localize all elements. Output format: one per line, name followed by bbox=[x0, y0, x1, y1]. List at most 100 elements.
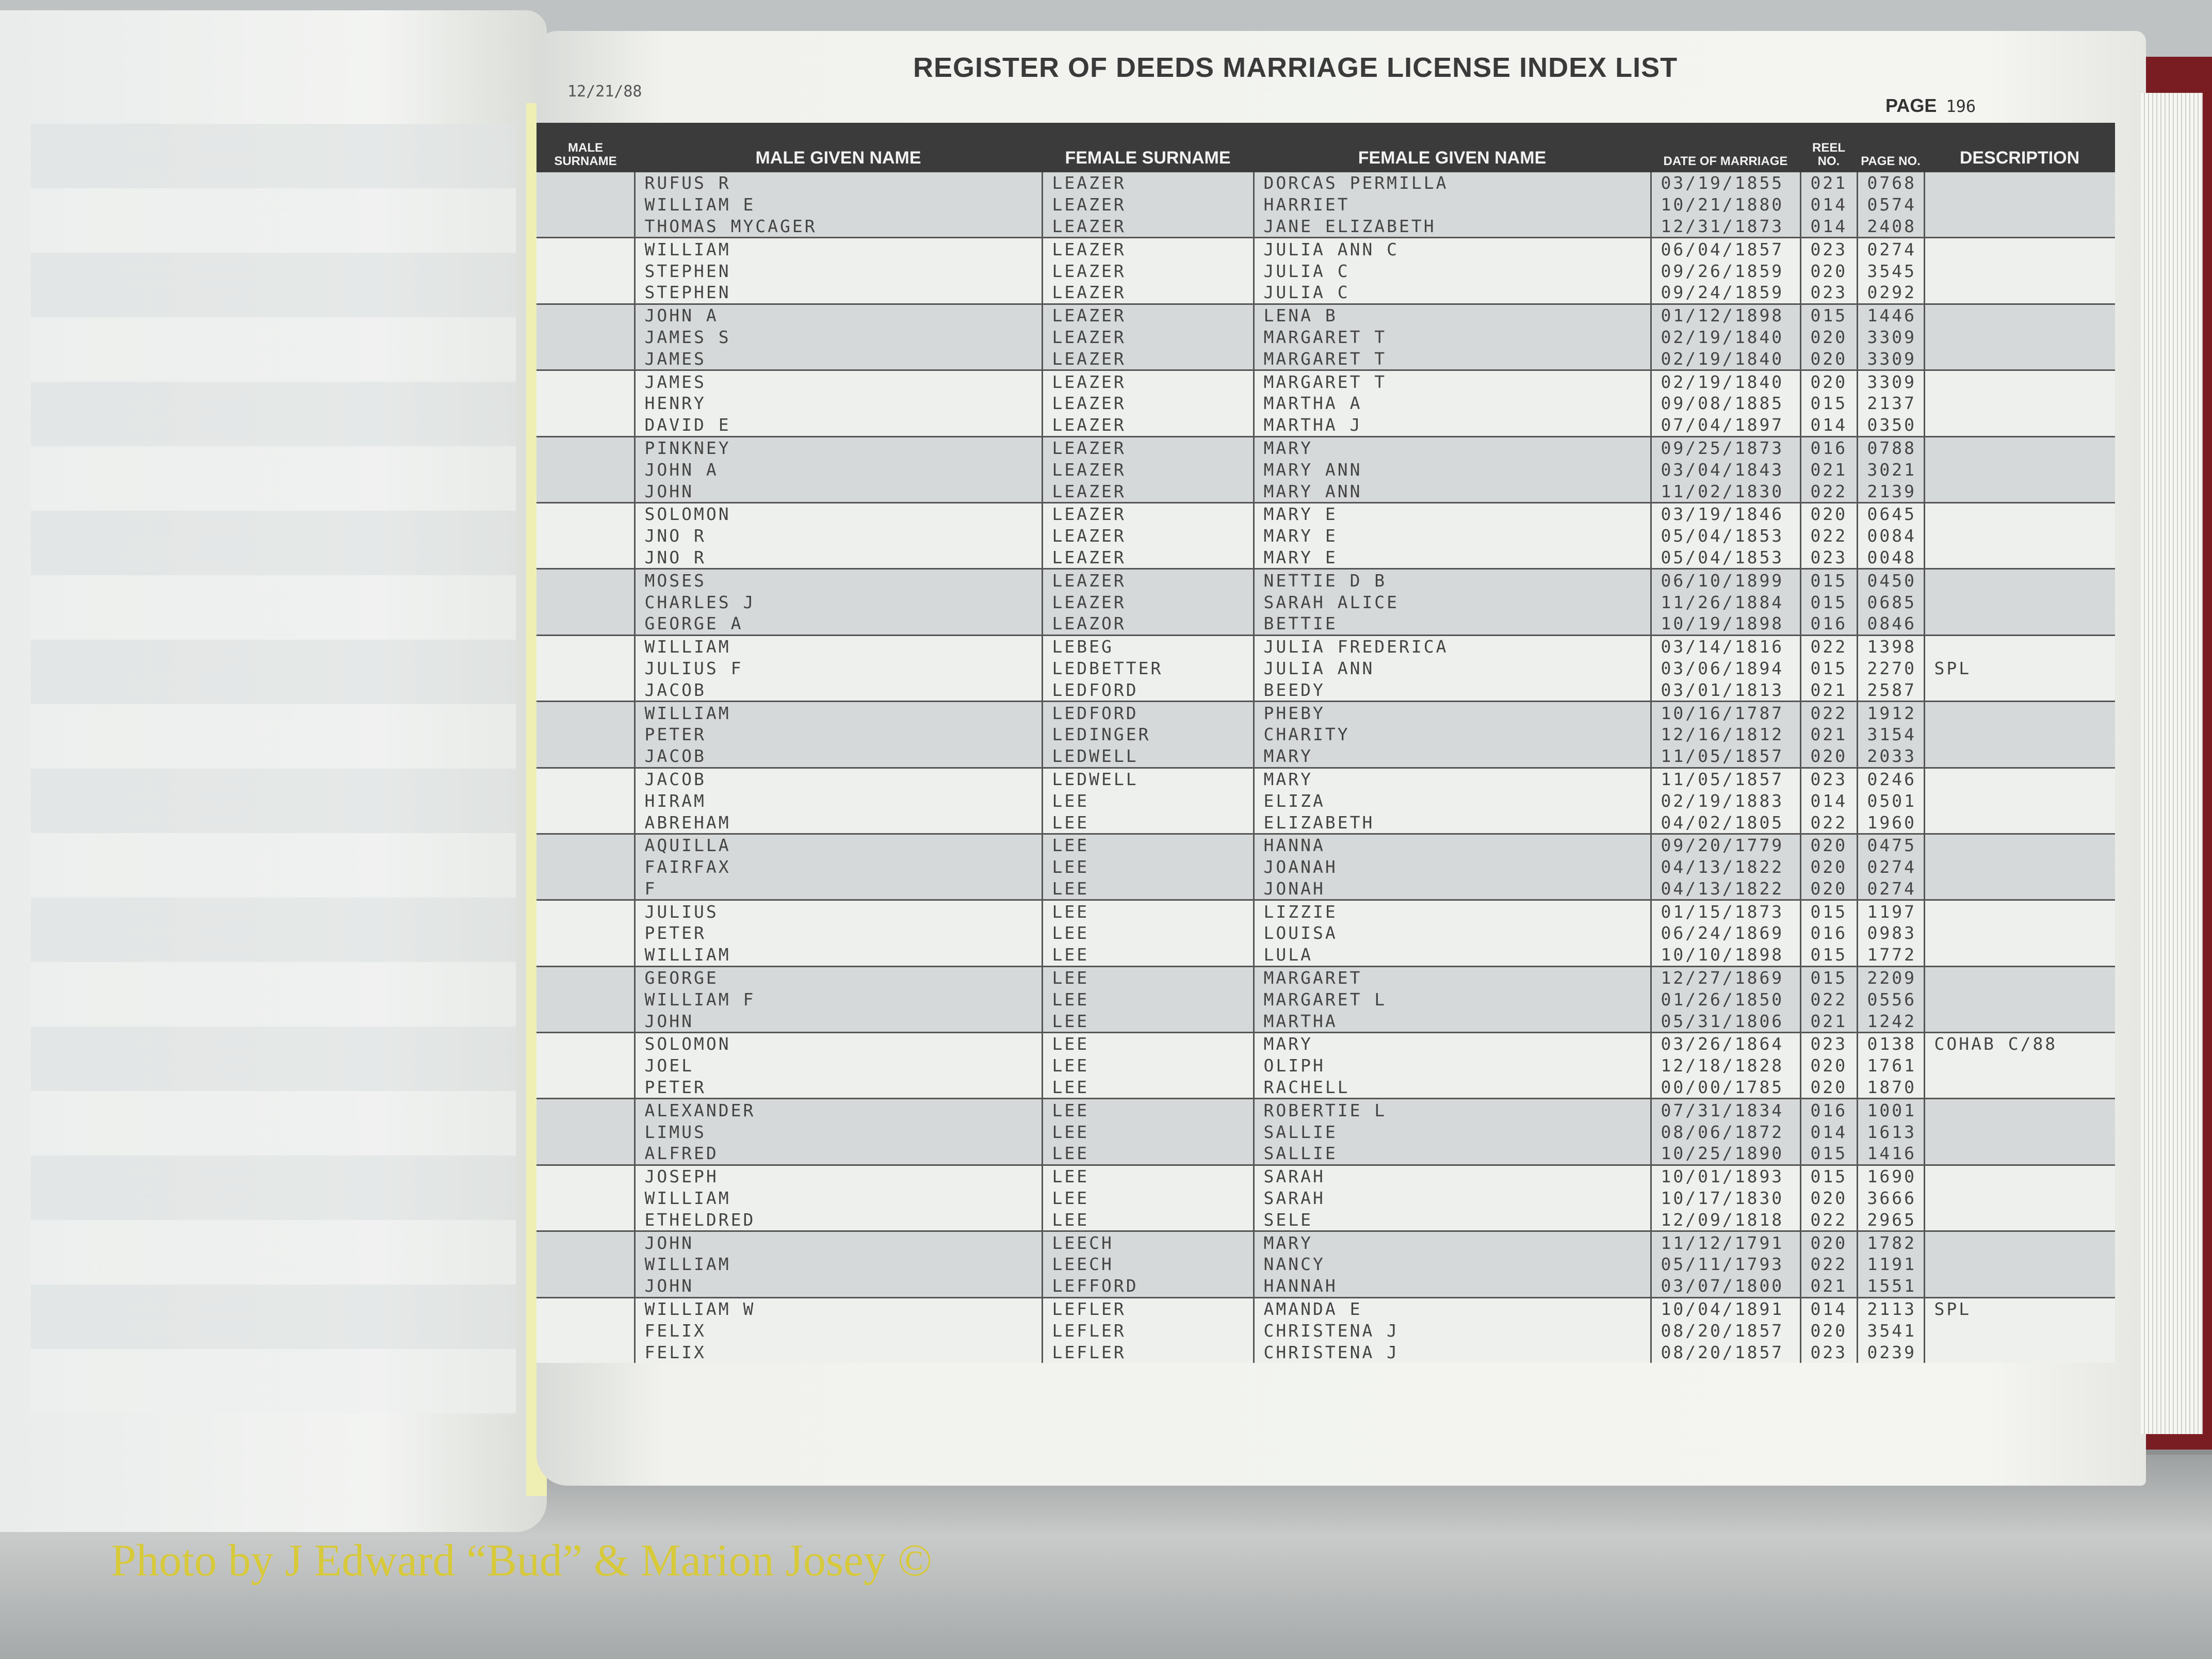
cell-date-of-marriage: 06/04/1857 bbox=[1650, 237, 1800, 261]
table-row: WILLIAM LEECH NANCY 05/11/1793 022 1191 bbox=[536, 1254, 2115, 1275]
table-row: THOMAS MYCAGER LEAZER JANE ELIZABETH 12/31/… bbox=[536, 215, 2115, 238]
cell-male-surname bbox=[536, 546, 635, 569]
cell-page-no: 0501 bbox=[1856, 790, 1924, 812]
cell-description bbox=[1923, 172, 2115, 194]
cell-female-given-name: MARTHA J bbox=[1253, 414, 1651, 437]
cell-male-surname bbox=[536, 1143, 635, 1165]
cell-female-given-name: BEEDY bbox=[1253, 679, 1651, 702]
cell-female-surname: LEAZER bbox=[1041, 303, 1254, 327]
cell-page-no: 0274 bbox=[1856, 237, 1924, 261]
cell-male-given-name: JOHN bbox=[633, 480, 1042, 503]
cell-date-of-marriage: 11/02/1830 bbox=[1650, 480, 1800, 503]
cell-female-given-name: MARTHA A bbox=[1253, 392, 1651, 414]
cell-page-no: 1782 bbox=[1856, 1230, 1924, 1254]
column-header-date-of-marriage: DATE OF MARRIAGE bbox=[1651, 123, 1800, 172]
cell-female-given-name: SALLIE bbox=[1253, 1121, 1651, 1143]
cell-female-given-name: JULIA FREDERICA bbox=[1253, 634, 1651, 658]
cell-date-of-marriage: 10/25/1890 bbox=[1650, 1143, 1800, 1165]
cell-description bbox=[1923, 988, 2115, 1011]
table-row: JOSEPH LEE SARAH 10/01/1893 015 1690 bbox=[536, 1164, 2115, 1188]
marriage-index-table: MALE SURNAME MALE GIVEN NAME FEMALE SURNAM… bbox=[536, 123, 2115, 1363]
cell-female-surname: LEDBETTER bbox=[1041, 657, 1254, 679]
cell-female-given-name: MARY E bbox=[1253, 546, 1651, 569]
cell-reel-no: 020 bbox=[1799, 745, 1857, 768]
cell-male-surname bbox=[536, 459, 635, 481]
cell-reel-no: 023 bbox=[1799, 767, 1857, 790]
cell-female-given-name: HANNAH bbox=[1253, 1275, 1651, 1298]
cell-date-of-marriage: 03/26/1864 bbox=[1650, 1032, 1800, 1055]
cell-reel-no: 020 bbox=[1799, 1054, 1857, 1077]
cell-male-surname bbox=[536, 767, 635, 790]
cell-page-no: 2587 bbox=[1856, 679, 1924, 702]
cell-description bbox=[1923, 303, 2115, 327]
cell-reel-no: 015 bbox=[1799, 591, 1857, 613]
cell-page-no: 0048 bbox=[1856, 546, 1924, 569]
table-row: WILLIAM LEBEG JULIA FREDERICA 03/14/1816 022… bbox=[536, 634, 2115, 658]
cell-male-given-name: JAMES S bbox=[633, 326, 1042, 348]
cell-male-surname bbox=[536, 856, 635, 878]
table-row: WILLIAM F LEE MARGARET L 01/26/1850 022 0556 bbox=[536, 988, 2115, 1011]
table-row: LIMUS LEE SALLIE 08/06/1872 014 1613 bbox=[536, 1121, 2115, 1143]
cell-female-given-name: BETTIE bbox=[1253, 612, 1651, 636]
cell-reel-no: 015 bbox=[1799, 568, 1857, 592]
cell-reel-no: 015 bbox=[1799, 303, 1857, 327]
cell-female-given-name: JULIA C bbox=[1253, 281, 1651, 304]
cell-female-given-name: MARTHA bbox=[1253, 1010, 1651, 1033]
table-row: SOLOMON LEE MARY 03/26/1864 023 0138 COHAB C/8… bbox=[536, 1032, 2115, 1055]
cell-male-surname bbox=[536, 1098, 635, 1121]
cell-date-of-marriage: 02/19/1840 bbox=[1650, 326, 1800, 348]
cell-male-surname bbox=[536, 1164, 635, 1188]
cell-page-no: 2113 bbox=[1856, 1296, 1924, 1320]
cell-date-of-marriage: 09/24/1859 bbox=[1650, 281, 1800, 304]
cell-description bbox=[1923, 1164, 2115, 1188]
cell-page-no: 2209 bbox=[1856, 965, 1924, 989]
cell-reel-no: 022 bbox=[1799, 480, 1857, 503]
cell-reel-no: 015 bbox=[1799, 657, 1857, 679]
cell-male-surname bbox=[536, 501, 635, 525]
cell-date-of-marriage: 08/06/1872 bbox=[1650, 1121, 1800, 1143]
cell-date-of-marriage: 05/31/1806 bbox=[1650, 1010, 1800, 1033]
cell-female-given-name: MARY bbox=[1253, 1032, 1651, 1055]
cell-page-no: 0084 bbox=[1856, 525, 1924, 547]
cell-female-given-name: SARAH ALICE bbox=[1253, 591, 1651, 613]
cell-page-no: 0574 bbox=[1856, 193, 1924, 216]
page-number-label: PAGE 196 bbox=[1885, 95, 1976, 117]
cell-date-of-marriage: 01/12/1898 bbox=[1650, 303, 1800, 327]
cell-page-no: 0138 bbox=[1856, 1032, 1924, 1055]
cell-male-surname bbox=[536, 1032, 635, 1055]
cell-description bbox=[1923, 767, 2115, 790]
cell-female-surname: LEE bbox=[1041, 1010, 1254, 1033]
table-row: CHARLES J LEAZER SARAH ALICE 11/26/1884 015 0… bbox=[536, 591, 2115, 613]
cell-page-no: 1446 bbox=[1856, 303, 1924, 327]
cell-female-given-name: MARGARET T bbox=[1253, 326, 1651, 348]
cell-reel-no: 014 bbox=[1799, 215, 1857, 238]
cell-description bbox=[1923, 326, 2115, 348]
cell-male-surname bbox=[536, 612, 635, 636]
cell-reel-no: 016 bbox=[1799, 612, 1857, 636]
cell-female-surname: LEAZER bbox=[1041, 348, 1254, 370]
cell-reel-no: 021 bbox=[1799, 1275, 1857, 1298]
cell-female-surname: LEAZER bbox=[1041, 546, 1254, 569]
cell-page-no: 2270 bbox=[1856, 657, 1924, 679]
cell-description: SPL bbox=[1923, 1296, 2115, 1320]
cell-description bbox=[1923, 193, 2115, 216]
table-row: STEPHEN LEAZER JULIA C 09/24/1859 023 0292 bbox=[536, 281, 2115, 304]
cell-description bbox=[1923, 1341, 2115, 1363]
cell-female-surname: LEE bbox=[1041, 790, 1254, 812]
cell-description bbox=[1923, 1010, 2115, 1033]
cell-page-no: 1761 bbox=[1856, 1054, 1924, 1077]
cell-female-surname: LEAZER bbox=[1041, 281, 1254, 304]
cell-male-given-name: F bbox=[633, 877, 1042, 900]
cell-male-given-name: JULIUS bbox=[633, 899, 1042, 923]
cell-male-given-name: SOLOMON bbox=[633, 501, 1042, 525]
cell-description: COHAB C/88 bbox=[1923, 1032, 2115, 1055]
cell-male-given-name: PETER bbox=[633, 723, 1042, 745]
cell-description bbox=[1923, 459, 2115, 481]
table-row: PETER LEE RACHELL 00/00/1785 020 1870 bbox=[536, 1076, 2115, 1099]
cell-reel-no: 022 bbox=[1799, 701, 1857, 724]
cell-female-surname: LEFLER bbox=[1041, 1341, 1254, 1363]
cell-reel-no: 015 bbox=[1799, 1143, 1857, 1165]
cell-male-surname bbox=[536, 965, 635, 989]
cell-page-no: 0846 bbox=[1856, 612, 1924, 636]
cell-male-surname bbox=[536, 1341, 635, 1363]
